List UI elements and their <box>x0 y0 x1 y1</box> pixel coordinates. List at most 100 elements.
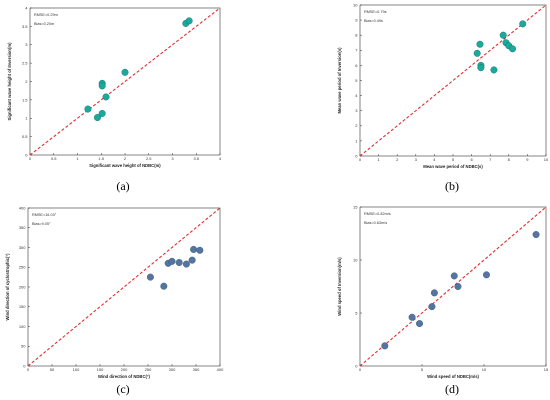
data-point <box>160 282 168 290</box>
y-tick-label: 3 <box>25 42 28 47</box>
y-tick-label: 250 <box>19 265 26 270</box>
panel-label: (c) <box>116 382 129 396</box>
data-point <box>93 114 101 121</box>
data-point <box>499 31 507 39</box>
y-tick-label: 0 <box>25 152 28 157</box>
data-point <box>185 17 193 25</box>
x-tick-label: 9 <box>526 157 529 162</box>
reference-line <box>27 207 221 367</box>
x-tick-label: 8 <box>508 157 511 162</box>
data-point <box>121 68 129 76</box>
y-tick-label: 5 <box>355 310 358 315</box>
data-point <box>473 49 481 57</box>
stat-annotation: RMSE=0.79s <box>364 10 387 14</box>
y-tick-label: 10 <box>353 2 358 7</box>
reference-line <box>29 7 221 156</box>
y-tick-label: 2 <box>355 123 358 128</box>
y-tick-label: 2.5 <box>22 61 28 66</box>
x-tick-label: 0.5 <box>51 156 57 161</box>
x-tick-label: 250 <box>145 367 152 372</box>
x-axis-label: Mean wave period of NDBC(s) <box>423 164 483 169</box>
y-axis-label: Wind direction of cyclostrophic(°) <box>5 253 10 321</box>
x-tick-label: 3.5 <box>193 156 199 161</box>
stat-annotation: RMSE=0.82m/s <box>364 212 391 216</box>
panel-label: (b) <box>445 179 459 193</box>
y-tick-label: 50 <box>21 344 26 349</box>
y-tick-label: 1.5 <box>22 97 28 102</box>
data-point <box>454 283 462 290</box>
x-tick-label: 4 <box>219 156 222 161</box>
y-tick-label: 15 <box>353 204 358 209</box>
stat-annotation: RMSE=0.29m <box>34 13 58 17</box>
x-tick-label: 5 <box>452 157 455 162</box>
data-point <box>416 320 423 328</box>
x-tick-label: 0 <box>359 157 362 162</box>
y-tick-label: 4 <box>355 93 358 98</box>
y-tick-label: 8 <box>355 33 358 38</box>
y-tick-label: 6 <box>355 63 358 68</box>
x-tick-label: 2 <box>124 156 127 161</box>
data-point <box>476 40 484 48</box>
y-tick-label: 350 <box>19 225 26 230</box>
x-tick-label: 7 <box>489 157 492 162</box>
y-tick-label: 1 <box>25 116 28 121</box>
x-tick-label: 3 <box>171 156 174 161</box>
x-tick-label: 150 <box>97 367 104 372</box>
data-point <box>98 109 106 117</box>
x-tick-label: 4 <box>433 157 436 162</box>
x-tick-label: 10 <box>482 367 487 372</box>
y-tick-label: 400 <box>19 205 26 210</box>
data-point <box>182 260 190 268</box>
y-tick-label: 7 <box>355 48 358 53</box>
x-tick-label: 1 <box>377 157 380 162</box>
x-tick-label: 400 <box>217 367 224 372</box>
y-axis-label: Wind speed of Inversion(m/s) <box>337 257 342 316</box>
data-point <box>190 246 198 253</box>
stat-annotation: Bias=0.20m <box>34 22 54 26</box>
panel-label: (d) <box>445 382 459 396</box>
data-point <box>509 45 516 53</box>
y-tick-label: 4 <box>25 5 28 10</box>
y-tick-label: 150 <box>19 304 26 309</box>
data-point <box>188 256 196 264</box>
panel-wind-direction: 0 50 100 150 200 250 300 350 400 0 50 100 150 200 250 3… <box>5 205 224 396</box>
x-tick-label: 10 <box>544 157 549 162</box>
x-tick-label: 6 <box>470 157 473 162</box>
x-tick-label: 300 <box>169 367 176 372</box>
x-tick-label: 0 <box>29 156 32 161</box>
stat-annotation: RMSE=16.03° <box>32 213 57 217</box>
x-axis-label: Significant wave height of NDBC(m) <box>89 163 161 168</box>
y-tick-label: 2 <box>25 79 28 84</box>
y-tick-label: 3 <box>355 108 358 113</box>
data-point <box>102 93 110 101</box>
y-tick-label: 200 <box>19 284 26 289</box>
data-point <box>146 273 154 281</box>
x-tick-label: 50 <box>50 367 55 372</box>
stat-annotation: Bias=9.05° <box>32 222 51 226</box>
y-axis-label: Mean wave period of Inversion(s) <box>337 47 342 114</box>
data-point <box>483 271 490 279</box>
y-tick-label: 9 <box>355 18 358 23</box>
x-tick-label: 2 <box>396 157 399 162</box>
y-tick-label: 100 <box>19 324 26 329</box>
data-point <box>490 66 498 74</box>
x-tick-label: 1.5 <box>98 156 104 161</box>
y-tick-label: 3.5 <box>22 24 28 29</box>
stat-annotation: Bias=0.63m/s <box>364 221 387 225</box>
x-tick-label: 1 <box>76 156 79 161</box>
panel-wind-speed: 0 5 10 15 0 5 10 15 RMSE=0.82m/s Bias=0.63m/s Wind… <box>337 204 549 396</box>
x-tick-label: 200 <box>121 367 128 372</box>
x-tick-label: 350 <box>193 367 200 372</box>
reference-line <box>359 206 547 367</box>
data-point <box>175 259 183 266</box>
data-point <box>168 257 176 265</box>
x-tick-label: 5 <box>421 367 424 372</box>
data-point <box>196 246 204 254</box>
panel-wave-height: 0 0.5 1 1.5 2 2.5 3 3.5 4 0 0.5 1 1.5 2 2.5 3 3.5 4 RMSE=0… <box>7 5 222 193</box>
y-axis-label: Significant wave height of Inversion(m) <box>7 42 12 121</box>
plot-frame <box>359 4 547 157</box>
y-tick-label: 0 <box>355 363 358 368</box>
x-tick-label: 15 <box>544 367 549 372</box>
data-point <box>428 303 436 311</box>
